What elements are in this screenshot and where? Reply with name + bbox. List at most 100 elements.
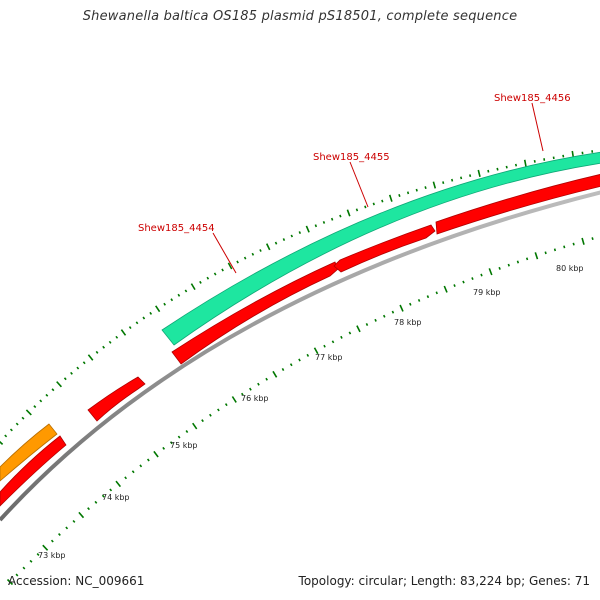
reverse-cds-shew185-4454[interactable] xyxy=(171,261,339,365)
tick-mark xyxy=(443,285,448,293)
tick-mark xyxy=(382,314,386,318)
tick-mark xyxy=(224,403,228,407)
tick-mark xyxy=(36,553,40,556)
tick-mark xyxy=(45,393,49,397)
tick-mark xyxy=(323,344,326,348)
tick-mark xyxy=(6,578,14,586)
tick-mark xyxy=(356,325,361,333)
tick-mark xyxy=(185,430,189,434)
tick-mark xyxy=(340,335,343,339)
tick-mark xyxy=(177,293,181,297)
tick-mark xyxy=(124,476,128,480)
tick-mark xyxy=(274,241,278,245)
tick-mark xyxy=(415,188,418,192)
tick-mark xyxy=(346,209,351,217)
tick-mark xyxy=(451,178,454,182)
tick-mark xyxy=(72,519,76,523)
reverse-cds-shew185-4455[interactable] xyxy=(333,224,436,273)
tick-mark xyxy=(177,435,181,439)
tick-mark xyxy=(251,252,255,256)
tick-mark xyxy=(591,237,594,241)
tick-mark xyxy=(241,392,244,396)
accession-label: Accession: NC_009661 xyxy=(8,574,145,588)
tick-mark xyxy=(480,273,483,277)
tick-mark xyxy=(339,214,342,218)
reverse-cds-feature[interactable] xyxy=(87,376,146,422)
outer-tick-ring xyxy=(0,150,594,445)
tick-mark xyxy=(95,350,99,354)
tick-mark xyxy=(87,507,90,511)
map-summary: Topology: circular; Length: 83,224 bp; G… xyxy=(298,574,590,588)
tick-mark xyxy=(199,280,202,284)
inner-tick-ring xyxy=(6,237,594,586)
tick-mark xyxy=(290,234,294,238)
tick-mark xyxy=(388,194,393,202)
tick-mark xyxy=(355,208,359,212)
tick-mark xyxy=(0,440,4,445)
tick-label-80-kbp: 80 kbp xyxy=(556,264,584,273)
reverse-cds-shew185-4456[interactable] xyxy=(435,174,600,235)
tick-mark xyxy=(209,413,212,417)
tick-mark xyxy=(170,298,174,302)
tick-mark xyxy=(231,396,237,403)
tick-mark xyxy=(56,381,62,388)
tick-mark xyxy=(462,280,465,284)
other-feature[interactable] xyxy=(0,423,58,482)
tick-mark xyxy=(131,470,135,474)
tick-mark xyxy=(4,434,8,438)
gene-label-shew185-4455[interactable]: Shew185_4455 xyxy=(313,152,390,163)
tick-mark xyxy=(63,377,67,381)
tick-mark xyxy=(155,305,161,313)
tick-mark xyxy=(313,347,319,355)
tick-mark xyxy=(435,291,438,295)
tick-label-74-kbp: 74 kbp xyxy=(102,493,130,502)
tick-mark xyxy=(533,159,536,163)
tick-mark xyxy=(221,268,224,272)
tick-mark xyxy=(236,260,239,264)
tick-mark xyxy=(115,480,122,488)
tick-mark xyxy=(22,566,26,570)
tick-mark xyxy=(516,260,520,264)
tick-mark xyxy=(525,257,529,261)
tick-mark xyxy=(331,340,335,344)
tick-label-76-kbp: 76 kbp xyxy=(241,394,269,403)
tick-mark xyxy=(534,252,539,260)
tick-mark xyxy=(120,329,127,336)
tick-mark xyxy=(169,441,173,445)
tick-mark xyxy=(102,345,106,349)
tick-mark xyxy=(348,331,352,335)
tick-mark xyxy=(322,221,326,224)
forward-cds-feature[interactable] xyxy=(161,151,600,346)
map-title: Shewanella baltica OS185 plasmid pS18501… xyxy=(82,9,518,24)
tick-mark xyxy=(314,224,318,228)
tick-mark xyxy=(249,387,252,391)
tick-mark xyxy=(282,238,286,242)
tick-mark xyxy=(305,225,310,233)
tick-label-75-kbp: 75 kbp xyxy=(170,441,198,450)
tick-mark xyxy=(128,326,132,330)
tick-mark xyxy=(42,544,49,551)
tick-mark xyxy=(563,245,566,249)
gene-label-leader xyxy=(349,161,369,208)
tick-mark xyxy=(330,217,334,221)
tick-mark xyxy=(406,191,410,195)
tick-mark xyxy=(76,366,80,370)
tick-mark xyxy=(109,488,113,492)
tick-mark xyxy=(477,169,481,177)
tick-mark xyxy=(87,354,94,361)
gene-label-shew185-4456[interactable]: Shew185_4456 xyxy=(494,93,571,104)
tick-mark xyxy=(469,174,472,177)
gene-label-shew185-4454[interactable]: Shew185_4454 xyxy=(138,223,215,234)
tick-mark xyxy=(453,284,456,287)
tick-mark xyxy=(21,416,25,420)
tick-mark xyxy=(70,371,73,375)
tick-mark xyxy=(374,318,377,322)
tick-mark xyxy=(424,186,427,190)
tick-mark xyxy=(372,202,375,206)
tick-label-78-kbp: 78 kbp xyxy=(394,318,422,327)
tick-mark xyxy=(426,295,430,299)
reverse-cds-feature[interactable] xyxy=(0,435,67,507)
tick-mark xyxy=(78,511,85,519)
gene-label-leader xyxy=(212,232,237,274)
